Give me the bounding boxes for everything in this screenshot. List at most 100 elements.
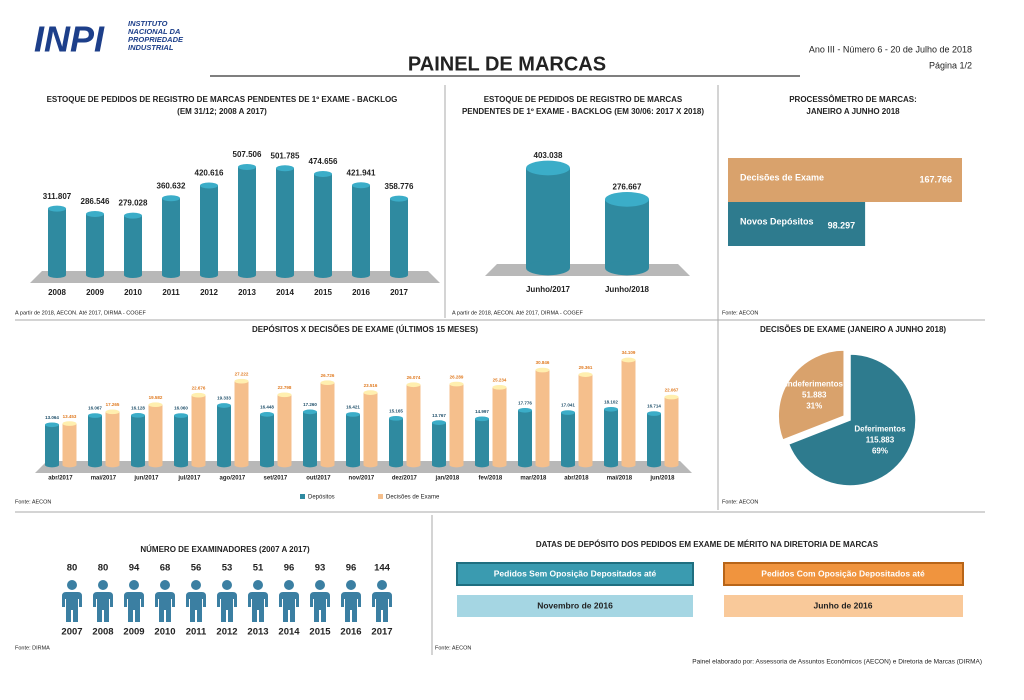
value-label: 80	[67, 563, 78, 574]
legend-swatch	[378, 494, 383, 499]
bar-cap	[314, 171, 332, 177]
bar-cap	[475, 417, 489, 422]
bar-cap	[260, 412, 274, 417]
bar	[647, 414, 661, 465]
x-tick-label: abr/2017	[48, 476, 73, 482]
edition: Ano III - Número 6 - 20 de Julho de 2018	[809, 44, 972, 54]
value-label: 26.074	[407, 375, 421, 380]
x-tick-label: jun/2018	[649, 476, 675, 482]
bar-cap	[346, 412, 360, 417]
bar-cap	[321, 380, 335, 385]
bar-cap	[390, 196, 408, 202]
value-label: 16.448	[260, 405, 274, 410]
value-label: 25.234	[493, 378, 507, 383]
bar-cap	[86, 211, 104, 217]
value-label: 68	[160, 563, 171, 574]
x-tick-label: 2014	[276, 288, 294, 297]
page-title: PAINEL DE MARCAS	[408, 53, 606, 75]
bar	[604, 409, 618, 465]
bar	[131, 415, 145, 465]
bar	[192, 395, 206, 465]
x-tick-label: 2014	[278, 627, 300, 638]
person-head	[222, 580, 232, 590]
dates-label: Pedidos Sem Oposição Depositados até	[494, 568, 657, 578]
x-tick-label: mar/2018	[520, 476, 547, 482]
bar	[475, 419, 489, 465]
person-head	[160, 580, 170, 590]
bar	[106, 412, 120, 465]
bar	[276, 168, 294, 275]
person-head	[253, 580, 263, 590]
chart-subtitle: (EM 31/12; 2008 A 2017)	[177, 107, 267, 116]
bar-base	[149, 463, 163, 468]
value-label: 96	[284, 563, 295, 574]
bar	[303, 412, 317, 465]
source: A partir de 2018, AECON. Até 2017, DIRMA…	[15, 310, 146, 316]
bar	[407, 385, 421, 465]
x-tick-label: Junho/2018	[605, 285, 650, 294]
value-label: 18.102	[604, 399, 618, 404]
bar-cap	[647, 411, 661, 416]
bar	[346, 414, 360, 465]
slice-label: Indeferimentos	[786, 380, 844, 389]
x-tick-label: jan/2018	[435, 476, 460, 482]
bar-cap	[174, 413, 188, 418]
bar-base	[217, 463, 231, 468]
bar	[493, 387, 507, 465]
bar	[124, 216, 142, 275]
bar-cap	[149, 402, 163, 407]
bar-base	[276, 272, 294, 278]
bar-base	[407, 463, 421, 468]
value-label: 17.041	[561, 403, 575, 408]
value-label: 13.767	[432, 413, 446, 418]
x-tick-label: 2010	[124, 288, 142, 297]
bar-cap	[88, 413, 102, 418]
person-head	[377, 580, 387, 590]
bar-base	[321, 463, 335, 468]
bar-base	[162, 272, 180, 278]
bar	[622, 360, 636, 465]
value-label: 17.265	[106, 402, 120, 407]
bar-base	[174, 463, 188, 468]
bar	[390, 199, 408, 275]
bar-cap	[217, 403, 231, 408]
value-label: 34.109	[622, 350, 636, 355]
bar	[579, 375, 593, 465]
bar-base	[432, 463, 446, 468]
bar	[561, 413, 575, 465]
bar	[321, 383, 335, 465]
value-label: 80	[98, 563, 109, 574]
bar	[63, 424, 77, 465]
bar-base	[63, 463, 77, 468]
bar-cap	[131, 413, 145, 418]
bar-cap	[526, 161, 570, 176]
bar-cap	[561, 410, 575, 415]
dates-date: Junho de 2016	[813, 600, 872, 610]
x-tick-label: jul/2017	[177, 476, 201, 482]
person-head	[98, 580, 108, 590]
value-label: 360.632	[157, 181, 186, 190]
source: A partir de 2018, AECON. Até 2017, DIRMA…	[452, 310, 583, 316]
value-label: 279.028	[119, 199, 148, 208]
bar-cap	[605, 192, 649, 207]
chart-subtitle: PENDENTES DE 1º EXAME - BACKLOG (EM 30/0…	[462, 107, 704, 116]
bar	[665, 397, 679, 465]
value-label: 56	[191, 563, 202, 574]
bar-label: Decisões de Exame	[740, 172, 824, 182]
value-label: 15.165	[389, 409, 403, 414]
x-tick-label: 2016	[340, 627, 361, 638]
bar-base	[346, 463, 360, 468]
x-tick-label: jun/2017	[133, 476, 159, 482]
logo: INPI	[34, 19, 105, 60]
bar-cap	[238, 164, 256, 170]
x-tick-label: fev/2018	[479, 476, 503, 482]
value-label: 94	[129, 563, 140, 574]
bar	[364, 393, 378, 465]
bar-base	[364, 463, 378, 468]
source: Fonte: AECON	[435, 645, 471, 651]
x-tick-label: 2008	[92, 627, 113, 638]
bar	[48, 209, 66, 275]
bar-cap	[407, 382, 421, 387]
x-tick-label: 2008	[48, 288, 66, 297]
bar-cap	[352, 182, 370, 188]
